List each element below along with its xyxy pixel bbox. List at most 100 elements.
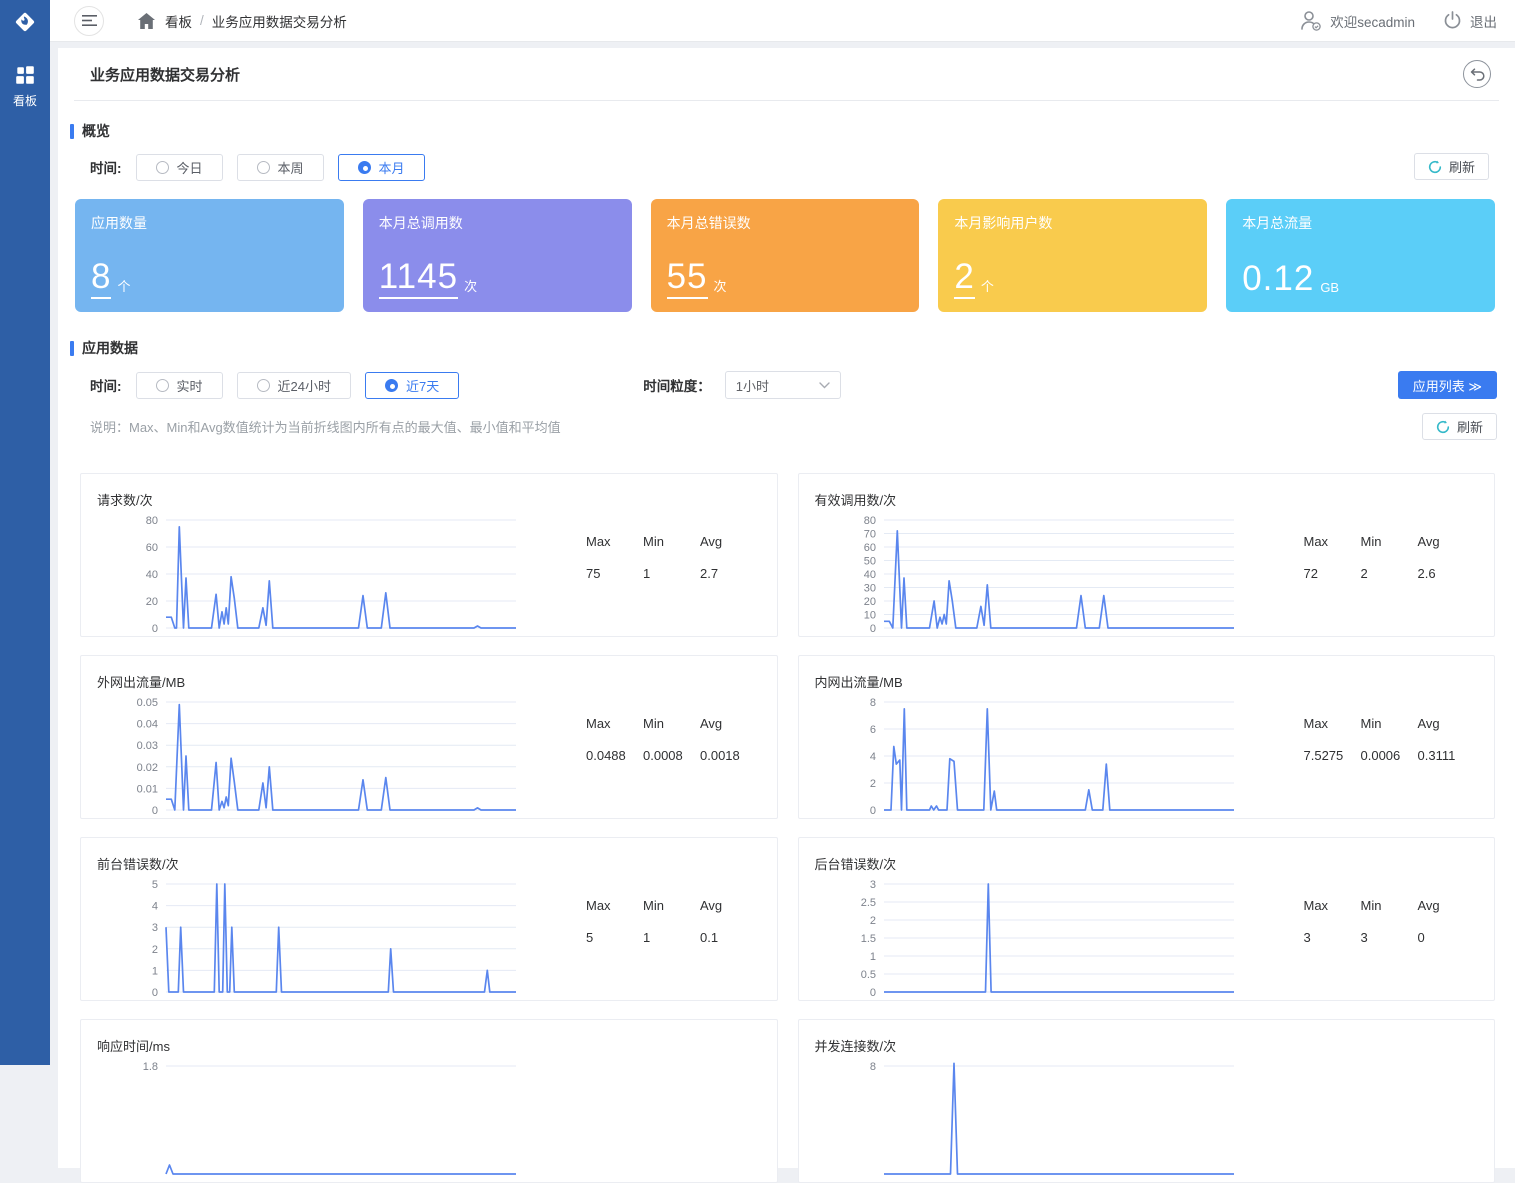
chevron-down-icon <box>819 381 830 388</box>
card-value: 1145 <box>378 259 459 299</box>
svg-text:2: 2 <box>869 915 875 927</box>
svg-text:0.02: 0.02 <box>137 762 158 774</box>
chart-title: 外网出流量/MB <box>97 675 186 690</box>
card-month-traffic: 本月总流量 0.12 GB <box>1226 199 1495 312</box>
user-icon <box>1301 11 1321 31</box>
radio-last24h-label: 近24小时 <box>277 378 331 394</box>
line-chart-valid-calls: 80 70 60 50 40 30 20 10 0 <box>799 512 1249 636</box>
divider <box>74 100 1499 101</box>
section-marker <box>70 123 74 139</box>
svg-text:0.03: 0.03 <box>137 740 158 752</box>
svg-text:30: 30 <box>863 583 875 595</box>
svg-text:0: 0 <box>152 805 158 817</box>
svg-text:2: 2 <box>869 778 875 790</box>
granularity-select[interactable]: 1小时 <box>724 371 841 399</box>
svg-text:50: 50 <box>863 556 875 568</box>
home-button[interactable] <box>138 12 155 29</box>
card-unit: 次 <box>464 279 478 294</box>
logout-button[interactable]: 退出 <box>1470 14 1497 30</box>
radio-realtime-label: 实时 <box>176 378 203 394</box>
app-logo <box>0 0 50 44</box>
panel-frontend-errors: 前台错误数/次 5 4 3 2 1 0 Max Min Avg 5 1 0.1 <box>80 837 778 1001</box>
refresh-label: 刷新 <box>1448 160 1475 175</box>
radio-this-week[interactable]: 本周 <box>236 153 324 181</box>
radio-circle-icon <box>256 378 270 392</box>
card-unit: 次 <box>713 279 727 294</box>
svg-text:0: 0 <box>152 623 158 635</box>
refresh-label: 刷新 <box>1456 420 1483 435</box>
diamond-logo-icon <box>15 12 35 32</box>
svg-text:20: 20 <box>146 596 158 608</box>
breadcrumb-item-dashboard[interactable]: 看板 <box>165 14 192 30</box>
chart-title: 请求数/次 <box>97 493 153 508</box>
radio-last7days[interactable]: 近7天 <box>364 371 460 399</box>
section-overview-title: 概览 <box>82 123 110 139</box>
app-list-button[interactable]: 应用列表 ≫ <box>1397 371 1497 399</box>
chart-title: 响应时间/ms <box>97 1039 170 1054</box>
svg-text:1: 1 <box>869 951 875 963</box>
card-month-calls: 本月总调用数 1145 次 <box>362 199 632 312</box>
svg-text:8: 8 <box>869 1061 875 1073</box>
svg-text:0: 0 <box>152 987 158 999</box>
svg-text:70: 70 <box>863 529 875 541</box>
line-chart-internal-traffic: 8 6 4 2 0 <box>799 694 1249 818</box>
radio-this-month[interactable]: 本月 <box>337 153 425 181</box>
hamburger-icon <box>81 15 97 26</box>
svg-text:3: 3 <box>869 879 875 891</box>
sidebar-item-label: 看板 <box>12 94 37 108</box>
panel-valid-calls: 有效调用数/次 80 70 60 50 40 30 20 10 0 Max Min Avg 72 2 2… <box>797 473 1495 637</box>
svg-text:0.04: 0.04 <box>137 719 158 731</box>
svg-text:40: 40 <box>863 569 875 581</box>
line-chart-external-traffic: 0.05 0.04 0.03 0.02 0.01 0 <box>81 694 531 818</box>
granularity-label: 时间粒度： <box>643 379 711 394</box>
appdata-refresh-button[interactable]: 刷新 <box>1421 413 1497 440</box>
radio-last24h[interactable]: 近24小时 <box>236 371 351 399</box>
appdata-time-label: 时间: <box>90 379 122 394</box>
collapse-menu-button[interactable] <box>74 5 104 36</box>
radio-today-label: 今日 <box>176 160 203 176</box>
svg-text:10: 10 <box>863 610 875 622</box>
stats-note: 说明：Max、Min和Avg数值统计为当前折线图内所有点的最大值、最小值和平均值 <box>90 420 561 435</box>
line-chart-frontend-errors: 5 4 3 2 1 0 <box>81 876 531 1000</box>
radio-realtime[interactable]: 实时 <box>135 371 223 399</box>
section-marker <box>70 340 74 356</box>
panel-concurrent-connections: 并发连接数/次 8 <box>797 1019 1495 1183</box>
sidebar-item-dashboard[interactable]: 看板 <box>0 64 50 109</box>
card-title: 本月总流量 <box>1242 215 1313 231</box>
svg-text:60: 60 <box>863 542 875 554</box>
power-icon[interactable] <box>1443 11 1462 30</box>
back-button[interactable] <box>1463 60 1491 88</box>
radio-circle-icon <box>384 378 398 392</box>
overview-refresh-button[interactable]: 刷新 <box>1413 153 1489 180</box>
svg-text:5: 5 <box>152 879 158 891</box>
svg-text:0.5: 0.5 <box>860 969 875 981</box>
breadcrumb: 看板 / 业务应用数据交易分析 <box>165 11 347 31</box>
card-unit: 个 <box>117 279 131 294</box>
svg-text:80: 80 <box>863 515 875 527</box>
line-chart-backend-errors: 3 2.5 2 1.5 1 0.5 0 <box>799 876 1249 1000</box>
svg-text:6: 6 <box>869 724 875 736</box>
topbar: 看板 / 业务应用数据交易分析 欢迎secadmin 退出 <box>50 0 1515 42</box>
radio-today[interactable]: 今日 <box>135 153 223 181</box>
radio-circle-icon <box>256 160 270 174</box>
breadcrumb-separator: / <box>200 13 204 28</box>
panel-requests: 请求数/次 80 60 40 20 0 Max Min Avg 75 1 2.7 <box>80 473 778 637</box>
radio-circle-icon <box>155 160 169 174</box>
welcome-text: 欢迎secadmin <box>1330 14 1415 30</box>
card-value: 8 <box>91 259 112 299</box>
svg-text:2: 2 <box>152 944 158 956</box>
chart-grid: 请求数/次 80 60 40 20 0 Max Min Avg 75 1 2.7 有效调用数/次… <box>80 473 1495 1183</box>
chart-stats: Max Min Avg 0.0488 0.0008 0.0018 <box>586 716 740 763</box>
chart-title: 内网出流量/MB <box>814 675 903 690</box>
svg-text:1: 1 <box>152 965 158 977</box>
svg-text:0: 0 <box>869 805 875 817</box>
card-month-errors: 本月总错误数 55 次 <box>650 199 920 312</box>
chart-title: 并发连接数/次 <box>814 1039 897 1054</box>
granularity-value: 1小时 <box>735 378 769 394</box>
svg-text:4: 4 <box>152 901 158 913</box>
overview-time-label: 时间: <box>90 161 122 176</box>
breadcrumb-item-current: 业务应用数据交易分析 <box>211 14 347 30</box>
